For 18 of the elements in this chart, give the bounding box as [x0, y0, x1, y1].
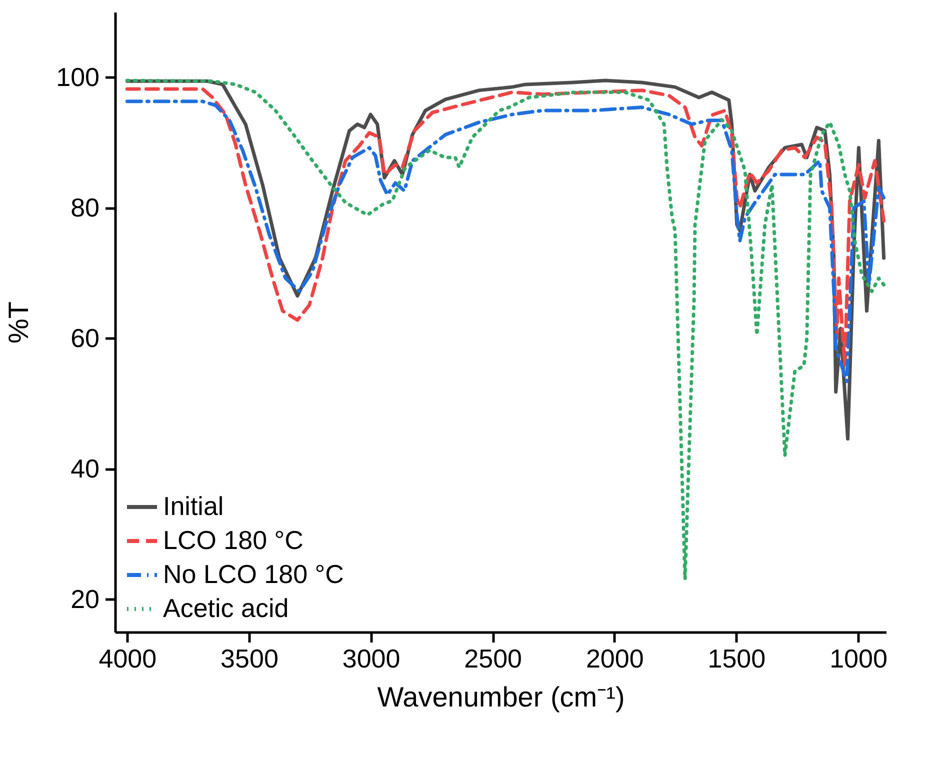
- y-axis-title: %T: [3, 302, 34, 344]
- x-tick-label: 3500: [220, 644, 278, 674]
- x-tick-label: 4000: [98, 644, 157, 674]
- x-tick-label: 1500: [708, 644, 766, 674]
- y-tick-label: 20: [70, 584, 100, 614]
- y-tick-label: 80: [70, 192, 100, 222]
- x-tick-label: 1000: [830, 644, 888, 674]
- legend-label: Acetic acid: [163, 593, 289, 623]
- legend-label: LCO 180 °C: [163, 525, 304, 555]
- legend-label: No LCO 180 °C: [163, 559, 344, 589]
- x-tick-label: 2000: [586, 644, 644, 674]
- x-tick-label: 2500: [464, 644, 522, 674]
- y-tick-label: 60: [70, 322, 100, 353]
- y-tick-label: 40: [70, 453, 100, 484]
- y-tick-label: 100: [56, 62, 100, 92]
- x-axis-title: Wavenumber (cm⁻¹): [377, 682, 625, 712]
- legend-label: Initial: [163, 491, 224, 521]
- x-tick-label: 3000: [342, 644, 400, 674]
